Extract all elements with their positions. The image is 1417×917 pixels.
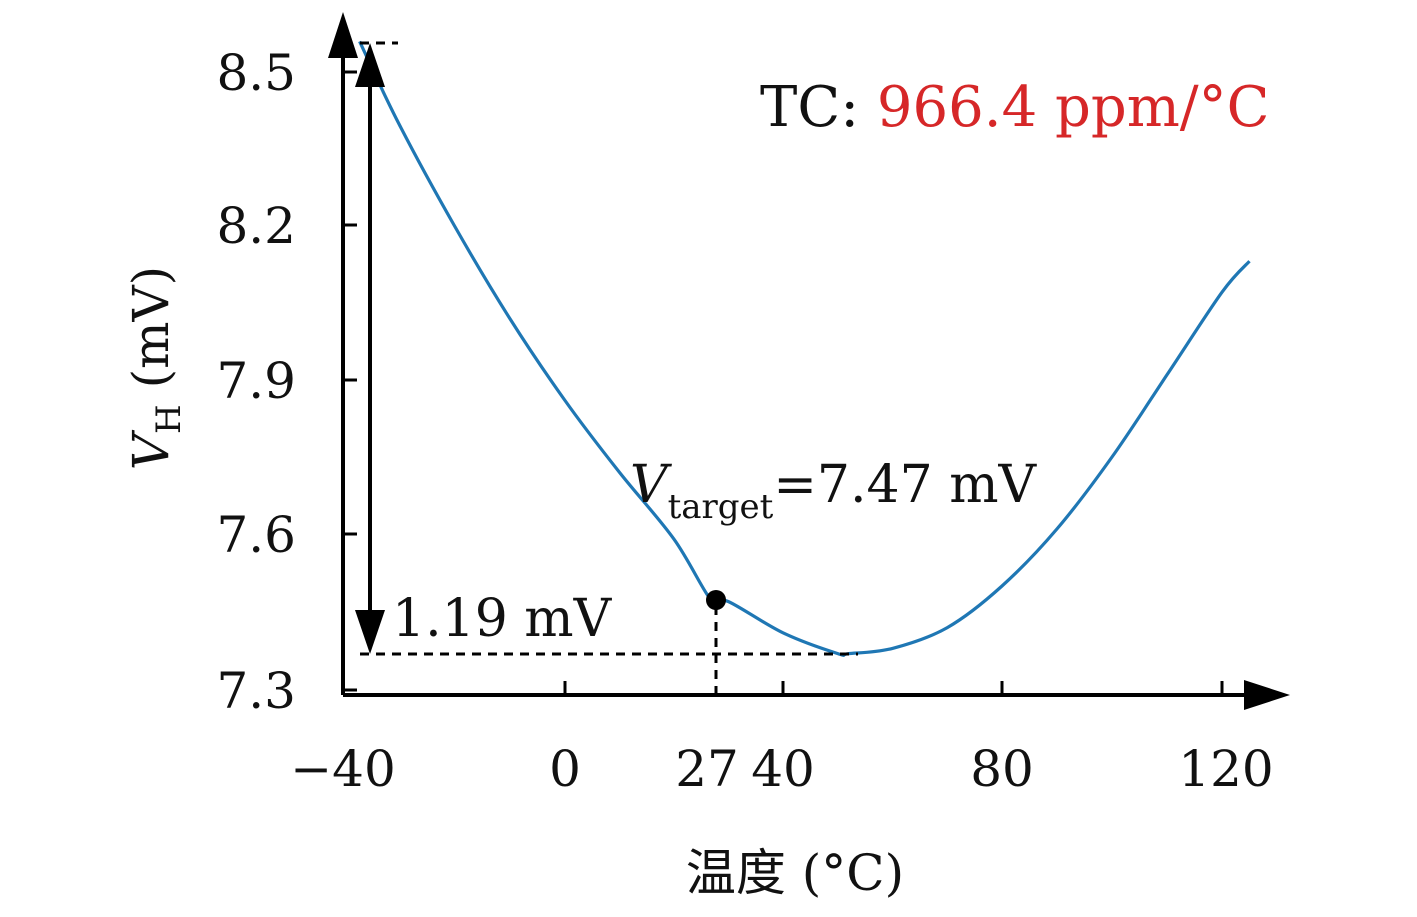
y-tick-label: 7.3 xyxy=(216,662,296,720)
x-tick-label: 0 xyxy=(549,740,581,798)
y-tick-label: 7.9 xyxy=(216,352,296,410)
y-tick-label: 7.6 xyxy=(216,506,296,564)
vtarget-value: =7.47 mV xyxy=(773,455,1037,515)
span-arrowhead-top xyxy=(355,43,385,87)
vtarget-main: V xyxy=(630,455,672,515)
x-tick-label: 80 xyxy=(970,740,1034,798)
x-tick-label: −40 xyxy=(290,740,396,798)
dashed-guides xyxy=(360,41,858,695)
x-tick-label: 40 xyxy=(751,740,815,798)
x-tick-label: 120 xyxy=(1178,740,1273,798)
x-axis-arrowhead xyxy=(1244,680,1290,710)
y-axis-ticks: 7.3 7.6 7.9 8.2 8.5 xyxy=(216,44,357,720)
x-tick-label: 27 xyxy=(675,740,739,798)
y-axis-title-subscript: H xyxy=(149,404,189,434)
tc-annotation: TC: 966.4 ppm/°C xyxy=(760,75,1270,140)
span-arrowhead-bottom xyxy=(355,610,385,654)
y-axis-title-unit: (mV) xyxy=(122,266,180,404)
span-arrow xyxy=(355,43,385,654)
vtarget-annotation: Vtarget=7.47 mV xyxy=(630,455,1038,527)
tc-value: 966.4 ppm/°C xyxy=(877,75,1270,140)
x-axis-title: 温度 (°C) xyxy=(686,844,904,902)
target-point-marker xyxy=(706,590,726,610)
y-axis-title-main: V xyxy=(122,429,180,470)
y-tick-label: 8.2 xyxy=(216,197,296,255)
span-annotation: 1.19 mV xyxy=(392,589,613,649)
axes xyxy=(328,12,1290,710)
y-axis-title: VH (mV) xyxy=(122,266,189,470)
y-tick-label: 8.5 xyxy=(216,44,296,102)
series-line xyxy=(358,40,1251,657)
y-axis-arrowhead xyxy=(328,12,358,58)
tc-prefix: TC: xyxy=(760,75,877,140)
x-axis-ticks: −40 0 27 40 80 120 xyxy=(290,681,1274,798)
vtarget-subscript: target xyxy=(668,487,774,527)
